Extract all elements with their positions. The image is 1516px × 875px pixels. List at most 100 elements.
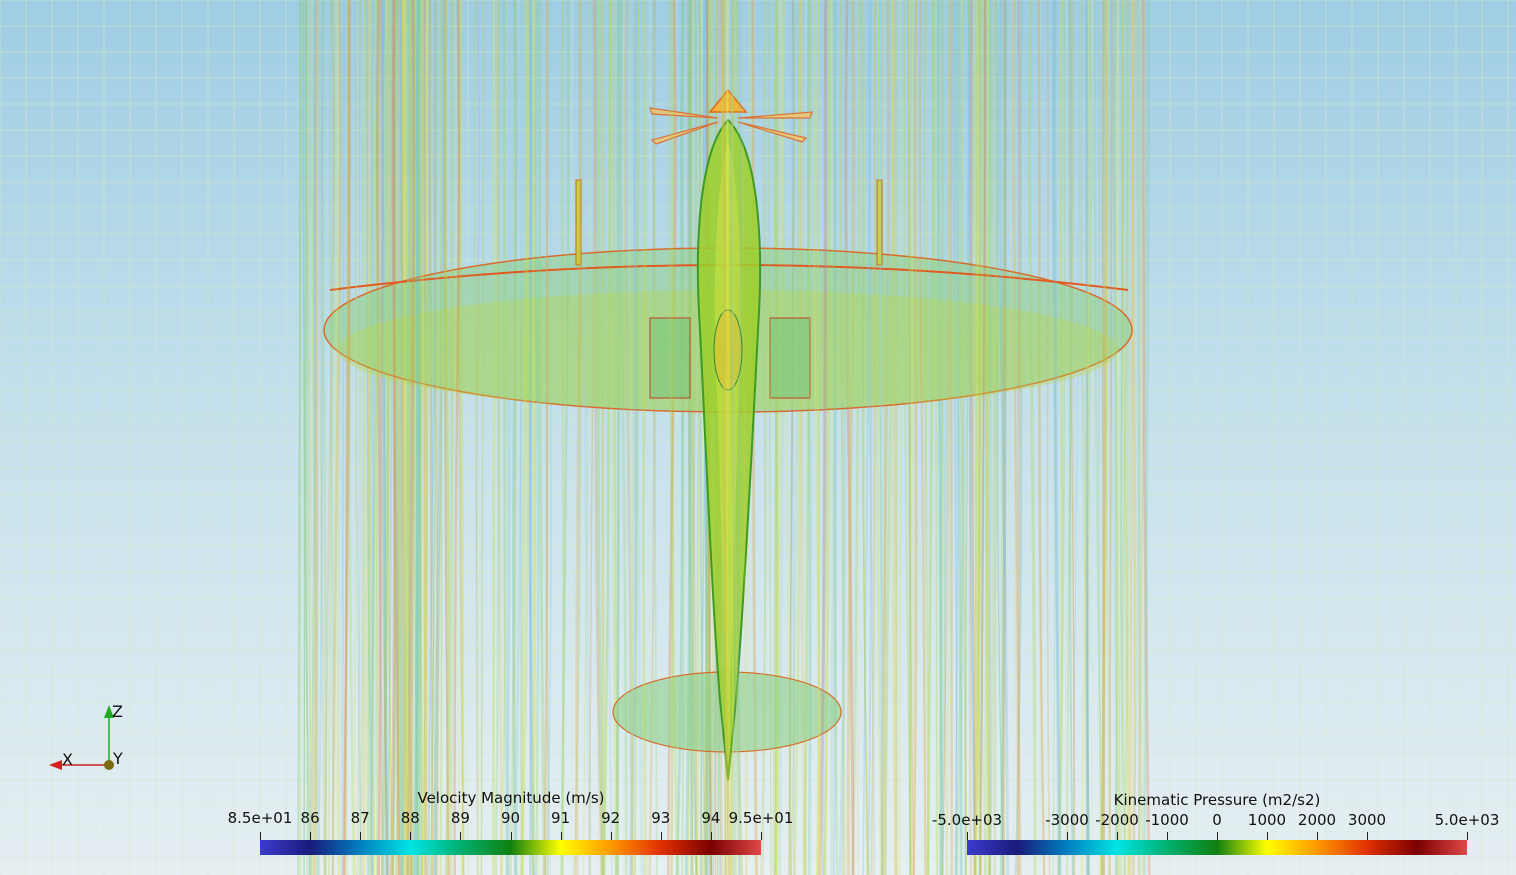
streamline: [730, 0, 742, 875]
streamline: [1079, 0, 1090, 875]
streamline: [862, 0, 871, 875]
streamline: [367, 0, 375, 875]
streamline: [410, 0, 417, 875]
streamline: [480, 0, 485, 875]
colorbar-tick-label: 90: [500, 809, 521, 827]
colorbar-tick-label: 86: [300, 809, 320, 827]
streamline: [626, 0, 632, 875]
streamline: [1137, 0, 1147, 875]
streamline: [726, 0, 736, 875]
streamline: [642, 0, 648, 875]
fuselage: [696, 118, 762, 781]
streamline: [305, 0, 309, 875]
streamline: [415, 0, 419, 875]
streamline: [979, 0, 987, 875]
colorbar-tick-mark: [1067, 832, 1068, 840]
streamline: [317, 0, 324, 875]
streamline: [667, 0, 674, 875]
streamline: [1120, 0, 1130, 875]
colorbar-tick-label: 92: [601, 809, 621, 827]
streamline: [544, 0, 552, 875]
streamline: [721, 0, 728, 875]
streamline: [719, 0, 725, 875]
colorbar-tick-label: 3000: [1347, 811, 1387, 829]
streamline: [449, 0, 454, 875]
streamline: [1011, 0, 1019, 875]
streamline: [475, 0, 480, 875]
streamline: [926, 0, 935, 875]
streamline: [357, 0, 367, 875]
streamline: [1132, 0, 1141, 875]
colorbar-tick-label: 8.5e+01: [227, 809, 293, 827]
streamline: [799, 0, 807, 875]
streamline: [560, 0, 570, 875]
streamline: [907, 0, 912, 875]
streamline: [303, 0, 307, 875]
streamline: [329, 0, 334, 875]
streamline: [628, 0, 634, 875]
colorbar-tick-mark: [1467, 832, 1468, 840]
colorbar-tick-label: 1000: [1247, 811, 1287, 829]
streamlines-front: [297, 0, 1145, 875]
streamline: [436, 0, 446, 875]
cockpit: [713, 309, 743, 391]
streamline: [421, 0, 430, 875]
colorbar-tick-mark: [1367, 832, 1368, 840]
streamline: [1120, 0, 1127, 875]
streamline: [401, 0, 411, 875]
streamline: [334, 0, 341, 875]
streamline: [1003, 0, 1012, 875]
colorbar-tick-label: 88: [400, 809, 420, 827]
colorbar-tick-mark: [360, 832, 362, 840]
streamline: [365, 0, 375, 875]
colorbar-tick-mark: [1267, 832, 1268, 840]
streamline: [473, 0, 480, 875]
streamline: [998, 0, 1010, 875]
streamline: [405, 0, 413, 875]
streamline: [453, 0, 463, 875]
streamline: [845, 0, 853, 875]
streamline: [340, 0, 346, 875]
streamline: [491, 0, 495, 875]
colorbar-tick-label: 2000: [1297, 811, 1337, 829]
streamline: [983, 0, 990, 875]
streamline: [306, 0, 312, 875]
streamline: [443, 0, 450, 875]
colorbar-tick-mark: [1167, 832, 1168, 840]
colorbar-tick-label: -1000: [1145, 811, 1189, 829]
colorbar-tick-label: 89: [450, 809, 470, 827]
colorbar-tick-mark: [1317, 832, 1318, 840]
streamline: [816, 0, 824, 875]
streamline: [1121, 0, 1130, 875]
streamline: [802, 0, 812, 875]
streamline: [1131, 0, 1137, 875]
streamline: [520, 0, 529, 875]
streamline: [1141, 0, 1151, 875]
colorbar-tick-label: 87: [350, 809, 370, 827]
streamline: [1103, 0, 1111, 875]
streamline: [311, 0, 319, 875]
streamline: [1053, 0, 1061, 875]
streamline: [974, 0, 984, 875]
streamline: [1017, 0, 1022, 875]
streamline: [399, 0, 411, 875]
colorbar-tick-mark: [510, 832, 512, 840]
colorbar-tick-mark: [460, 832, 462, 840]
streamline: [365, 0, 373, 875]
streamline: [1108, 0, 1118, 875]
cannon-right: [876, 179, 883, 266]
streamline: [909, 0, 914, 875]
streamline: [1093, 0, 1103, 875]
velocity-colorbar-title: Velocity Magnitude (m/s): [417, 789, 605, 807]
streamline: [414, 0, 418, 875]
streamline: [354, 0, 363, 875]
streamline: [866, 0, 876, 875]
colorbar-tick-label: 5.0e+03: [1434, 811, 1500, 829]
streamline: [534, 0, 540, 875]
streamline: [1085, 0, 1091, 875]
streamline: [816, 0, 821, 875]
streamline: [1129, 0, 1134, 875]
streamline: [376, 0, 379, 875]
